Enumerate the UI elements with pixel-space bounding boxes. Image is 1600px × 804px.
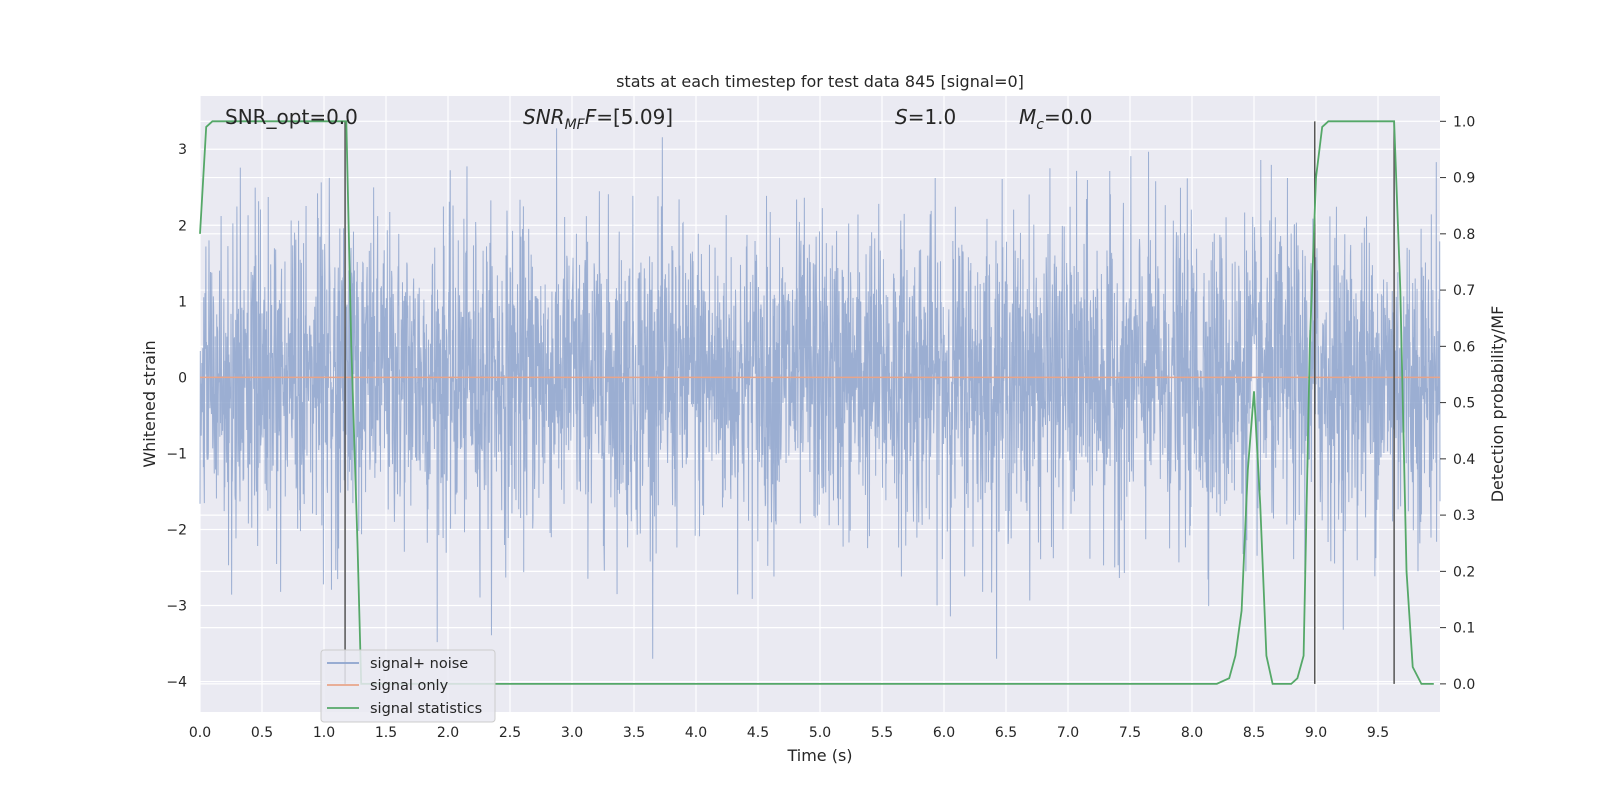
x-tick-label: 9.5 xyxy=(1367,725,1389,741)
signal-statistics-line xyxy=(199,120,1434,685)
y-tick-label: −1 xyxy=(166,446,187,462)
y-tick-labels: 3 2 1 0 −1 −2 −3 −4 xyxy=(166,142,187,690)
annotation-snr-opt: SNR_opt=0.0 xyxy=(225,105,358,129)
x-tick-label: 4.0 xyxy=(685,725,707,741)
y2-axis-label: Detection probability/MF xyxy=(1488,306,1507,503)
y2-tick-label: 0.2 xyxy=(1453,564,1475,580)
x-tick-label: 7.5 xyxy=(1119,725,1141,741)
y-tick-label: 2 xyxy=(178,218,187,234)
mc-name: M xyxy=(1019,105,1036,129)
annotation-mc: Mc=0.0 xyxy=(1019,105,1093,133)
x-tick-label: 6.5 xyxy=(995,725,1017,741)
y2-tick-label: 0.6 xyxy=(1453,339,1475,355)
y-tick-label: −3 xyxy=(166,599,187,615)
x-tick-label: 3.0 xyxy=(561,725,583,741)
legend-label-signal-only: signal only xyxy=(370,678,449,694)
x-tick-label: 9.0 xyxy=(1305,725,1327,741)
y2-tick-label: 0.0 xyxy=(1453,677,1475,693)
y2-tick-label: 0.8 xyxy=(1453,227,1475,243)
x-axis-label: Time (s) xyxy=(786,746,852,765)
y2-tick-label: 0.9 xyxy=(1453,171,1475,187)
x-tick-label: 0.0 xyxy=(189,725,211,741)
x-tick-label: 5.0 xyxy=(809,725,831,741)
legend: signal+ noise signal only signal statist… xyxy=(320,649,496,723)
y2-tick-label: 1.0 xyxy=(1453,114,1475,130)
series-lines xyxy=(199,120,1440,685)
y2-tick-label: 0.7 xyxy=(1453,283,1475,299)
x-tick-label: 4.5 xyxy=(747,725,769,741)
y2-tick-label: 0.4 xyxy=(1453,452,1475,468)
y-tick-label: 0 xyxy=(178,370,187,386)
y2-tick-label: 0.1 xyxy=(1453,621,1475,637)
snr-mf-subscript: MF xyxy=(565,117,586,133)
x-tick-label: 3.5 xyxy=(623,725,645,741)
x-tick-label: 6.0 xyxy=(933,725,955,741)
series-signal-plus-noise xyxy=(199,128,1441,659)
y-tick-label: −4 xyxy=(166,675,187,691)
signal-plus-noise-line xyxy=(199,128,1441,659)
x-tick-label: 5.5 xyxy=(871,725,893,741)
y-axis-label: Whitened strain xyxy=(140,340,159,467)
snr-mf-letter: F xyxy=(585,105,597,129)
x-tick-label: 7.0 xyxy=(1057,725,1079,741)
y2-tick-label: 0.5 xyxy=(1453,396,1475,412)
x-tick-label: 2.0 xyxy=(437,725,459,741)
x-tick-labels: 0.0 0.5 1.0 1.5 2.0 2.5 3.0 3.5 4.0 4.5 5.0 5.5 6.0 6… xyxy=(189,725,1389,741)
x-tick-label: 0.5 xyxy=(251,725,273,741)
y2-tick-label: 0.3 xyxy=(1453,508,1475,524)
s-name: S xyxy=(895,105,908,129)
chart-title: stats at each timestep for test data 845… xyxy=(616,72,1024,91)
snr-mf-value: =[5.09] xyxy=(596,105,673,129)
annotation-snr-mf: SNRMFF=[5.09] xyxy=(523,105,673,133)
mc-subscript: c xyxy=(1036,117,1044,133)
legend-label-signal-plus-noise: signal+ noise xyxy=(370,656,468,672)
x-tick-label: 8.0 xyxy=(1181,725,1203,741)
snr-mf-name: SNR xyxy=(523,105,565,129)
x-tick-label: 1.5 xyxy=(375,725,397,741)
mc-value: =0.0 xyxy=(1044,105,1093,129)
y-tick-label: 1 xyxy=(178,294,187,310)
s-value: =1.0 xyxy=(908,105,957,129)
y-tick-label: −2 xyxy=(166,522,187,538)
legend-label-signal-statistics: signal statistics xyxy=(370,701,482,717)
y2-tick-labels: 1.0 0.9 0.8 0.7 0.6 0.5 0.4 0.3 0.2 0.1 0.0 xyxy=(1440,114,1475,693)
legend-box xyxy=(320,649,496,723)
x-tick-label: 1.0 xyxy=(313,725,335,741)
x-tick-label: 2.5 xyxy=(499,725,521,741)
x-tick-label: 8.5 xyxy=(1243,725,1265,741)
y-tick-label: 3 xyxy=(178,142,187,158)
annotation-s: S=1.0 xyxy=(895,105,956,129)
